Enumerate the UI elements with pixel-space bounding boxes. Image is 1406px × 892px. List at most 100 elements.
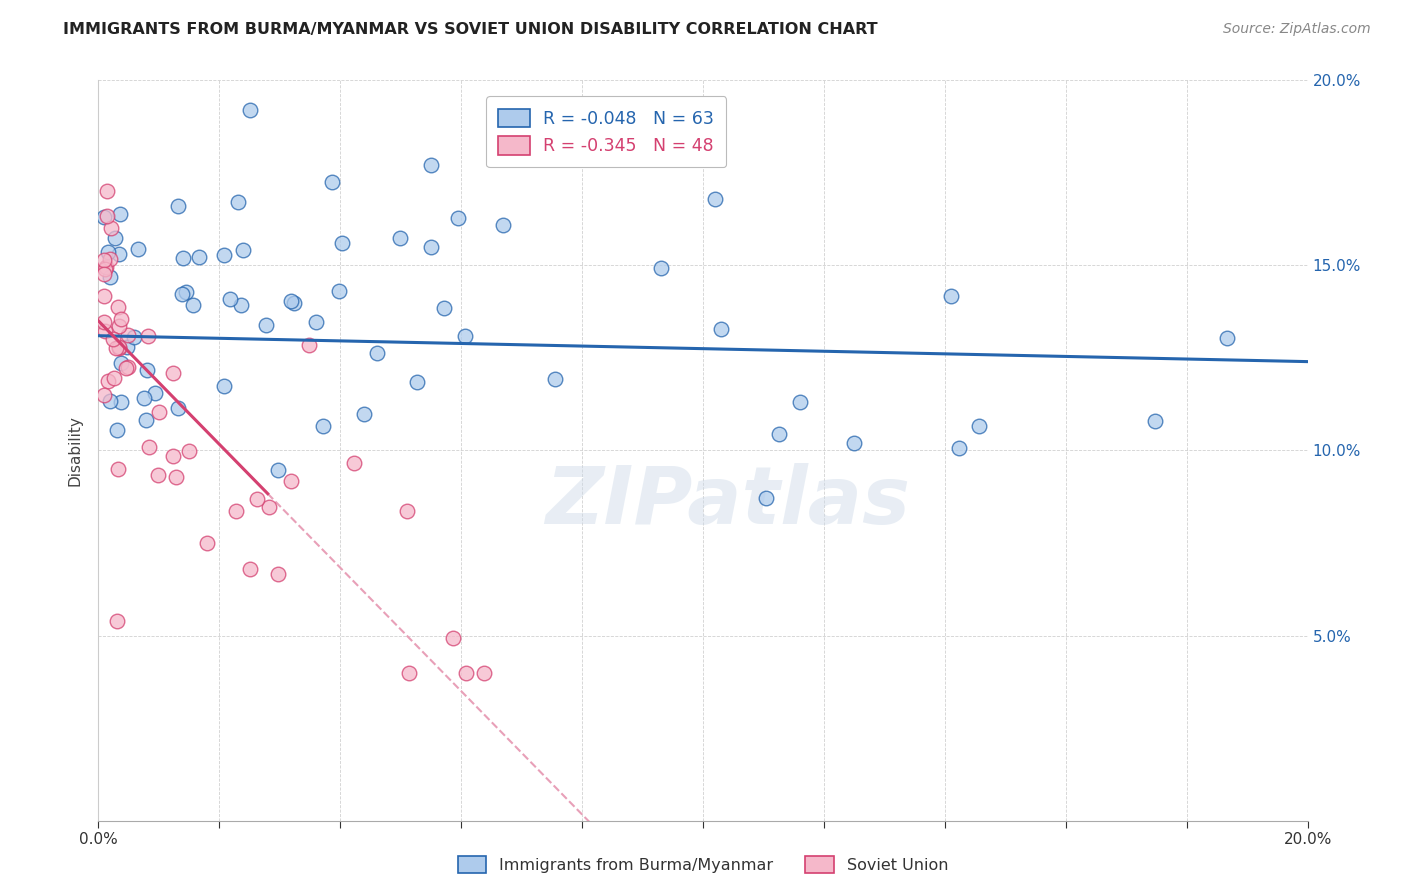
Point bbox=[110, 395, 132, 409]
Point bbox=[93, 268, 115, 282]
Point bbox=[280, 294, 302, 309]
Point bbox=[398, 665, 420, 680]
Y-axis label: Disability: Disability bbox=[67, 415, 83, 486]
Point bbox=[108, 247, 131, 261]
Point bbox=[117, 327, 139, 342]
Point bbox=[122, 329, 145, 343]
Point bbox=[166, 401, 188, 416]
Point bbox=[1144, 414, 1167, 428]
Point bbox=[232, 244, 254, 258]
Point bbox=[433, 301, 456, 315]
Point bbox=[97, 245, 120, 260]
Point bbox=[225, 504, 247, 518]
Point bbox=[454, 665, 477, 680]
Point bbox=[321, 175, 343, 189]
Point bbox=[188, 251, 211, 265]
Point bbox=[172, 287, 194, 301]
Point bbox=[1216, 331, 1239, 345]
Point bbox=[93, 315, 115, 329]
Point bbox=[108, 319, 131, 334]
Point bbox=[176, 285, 198, 299]
Point bbox=[96, 260, 118, 274]
Text: Source: ZipAtlas.com: Source: ZipAtlas.com bbox=[1223, 22, 1371, 37]
Point bbox=[107, 300, 129, 314]
Point bbox=[212, 379, 235, 393]
Point bbox=[259, 500, 281, 514]
Point bbox=[110, 311, 132, 326]
Point bbox=[283, 296, 305, 310]
Point bbox=[94, 262, 117, 277]
Point bbox=[969, 418, 991, 433]
Point bbox=[420, 158, 443, 172]
Point bbox=[105, 614, 128, 628]
Point bbox=[98, 270, 121, 285]
Point bbox=[280, 475, 302, 489]
Point bbox=[172, 251, 194, 265]
Point bbox=[406, 375, 429, 389]
Point bbox=[136, 329, 159, 343]
Point bbox=[93, 210, 115, 224]
Point bbox=[94, 324, 117, 338]
Point bbox=[454, 329, 477, 343]
Point bbox=[267, 567, 290, 582]
Point bbox=[181, 298, 204, 312]
Point bbox=[127, 242, 149, 256]
Point bbox=[441, 631, 464, 645]
Point bbox=[165, 470, 187, 484]
Point bbox=[101, 332, 124, 346]
Point bbox=[110, 207, 132, 221]
Point bbox=[353, 407, 375, 421]
Text: IMMIGRANTS FROM BURMA/MYANMAR VS SOVIET UNION DISABILITY CORRELATION CHART: IMMIGRANTS FROM BURMA/MYANMAR VS SOVIET … bbox=[63, 22, 877, 37]
Point bbox=[108, 340, 131, 354]
Point bbox=[246, 492, 269, 507]
Point bbox=[107, 462, 129, 476]
Point bbox=[789, 395, 811, 409]
Point bbox=[650, 260, 672, 275]
Point bbox=[93, 289, 115, 303]
Point bbox=[254, 318, 277, 332]
Point bbox=[138, 440, 160, 454]
Point bbox=[842, 435, 865, 450]
Point bbox=[93, 253, 115, 268]
Point bbox=[226, 194, 249, 209]
Point bbox=[115, 340, 138, 354]
Point bbox=[948, 441, 970, 455]
Point bbox=[117, 359, 139, 374]
Point bbox=[298, 338, 321, 352]
Point bbox=[103, 370, 125, 384]
Point bbox=[177, 443, 200, 458]
Point bbox=[305, 315, 328, 329]
Point bbox=[103, 231, 125, 245]
Point bbox=[419, 240, 441, 254]
Point bbox=[146, 468, 169, 483]
Point bbox=[105, 423, 128, 437]
Point bbox=[110, 356, 132, 370]
Point bbox=[134, 391, 156, 405]
Point bbox=[343, 456, 366, 470]
Point bbox=[366, 345, 388, 359]
Point bbox=[167, 199, 190, 213]
Point bbox=[395, 504, 418, 518]
Point bbox=[100, 221, 122, 235]
Point bbox=[330, 235, 353, 250]
Point bbox=[388, 231, 411, 245]
Point bbox=[93, 388, 115, 402]
Legend: R = -0.048   N = 63, R = -0.345   N = 48: R = -0.048 N = 63, R = -0.345 N = 48 bbox=[486, 96, 727, 167]
Point bbox=[710, 321, 733, 335]
Point bbox=[768, 427, 790, 442]
Point bbox=[212, 247, 235, 261]
Point bbox=[229, 298, 252, 312]
Point bbox=[143, 386, 166, 401]
Point bbox=[97, 374, 120, 388]
Point bbox=[148, 405, 170, 419]
Point bbox=[472, 665, 495, 680]
Point bbox=[105, 342, 128, 356]
Legend: Immigrants from Burma/Myanmar, Soviet Union: Immigrants from Burma/Myanmar, Soviet Un… bbox=[451, 849, 955, 880]
Point bbox=[162, 366, 184, 380]
Point bbox=[162, 450, 184, 464]
Point bbox=[135, 413, 157, 427]
Point bbox=[544, 371, 567, 385]
Point bbox=[219, 292, 242, 306]
Point bbox=[100, 252, 122, 266]
Point bbox=[755, 491, 778, 506]
